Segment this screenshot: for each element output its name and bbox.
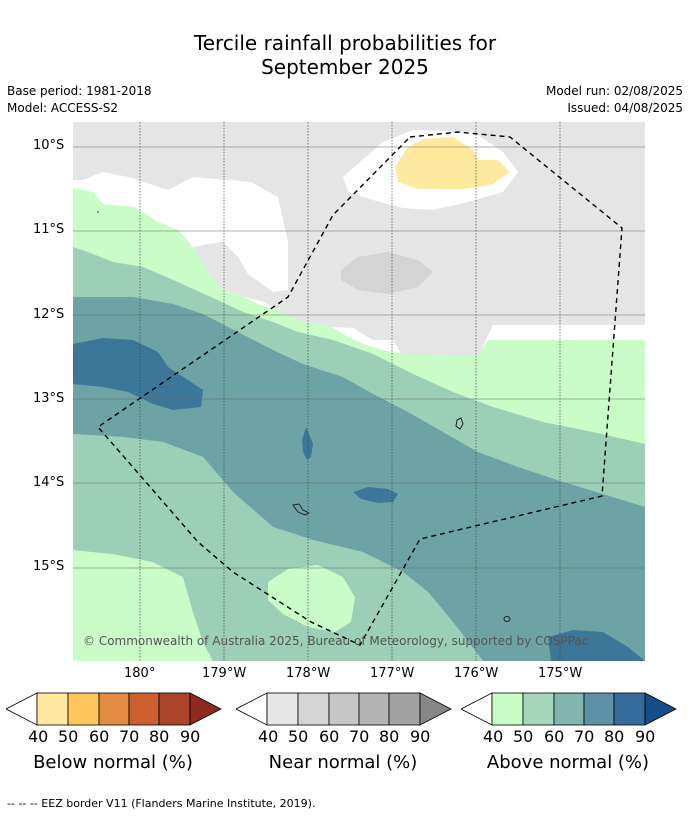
cb-near-tick-50: 50 bbox=[288, 727, 309, 746]
lat-label-13s: 13°S bbox=[33, 391, 65, 406]
base-period: Base period: 1981-2018 bbox=[7, 84, 152, 98]
cb-below-swatch-4 bbox=[128, 692, 160, 726]
cb-above-swatch-1 bbox=[491, 692, 524, 726]
cb-near-label: Near normal (%) bbox=[268, 752, 418, 773]
cb-near-tick-70: 70 bbox=[349, 727, 370, 746]
cb-above-swatch-0 bbox=[460, 692, 493, 726]
cb-near-swatch-1 bbox=[266, 692, 299, 726]
cb-above-swatch-5 bbox=[613, 692, 646, 726]
lon-label-179w: 179°W bbox=[202, 666, 247, 681]
cb-below-tick-70: 70 bbox=[119, 727, 140, 746]
cb-above-tick-40: 40 bbox=[483, 727, 504, 746]
model-run-date: Model run: 02/08/2025 bbox=[545, 84, 683, 98]
cb-below-tick-90: 90 bbox=[180, 727, 201, 746]
cb-near-tick-60: 60 bbox=[319, 727, 340, 746]
cb-below-swatch-0 bbox=[5, 692, 38, 726]
island-4 bbox=[97, 211, 99, 213]
lat-label-14s: 14°S bbox=[33, 475, 65, 490]
near-normal-50-region bbox=[341, 252, 433, 294]
above-normal-40-patch bbox=[268, 565, 355, 632]
cb-near-swatch-5 bbox=[388, 692, 421, 726]
cb-below-tick-40: 40 bbox=[28, 727, 49, 746]
model-name: Model: ACCESS-S2 bbox=[7, 101, 119, 115]
cb-near-swatch-4 bbox=[358, 692, 390, 726]
cb-below-swatch-3 bbox=[98, 692, 130, 726]
cb-near-swatch-0 bbox=[235, 692, 268, 726]
above-normal-70-region bbox=[73, 338, 203, 410]
cb-below-swatch-5 bbox=[158, 692, 191, 726]
above-normal-70-blob-3 bbox=[548, 630, 645, 661]
lon-label-180: 180° bbox=[124, 666, 156, 681]
lon-label-177w: 177°W bbox=[370, 666, 415, 681]
colorbar-near-normal-swatches bbox=[235, 692, 452, 726]
above-normal-60-band bbox=[73, 297, 645, 661]
colorbar-below-normal bbox=[5, 692, 222, 726]
probability-map bbox=[73, 122, 645, 661]
island-3 bbox=[503, 616, 511, 622]
lat-label-11s: 11°S bbox=[33, 222, 65, 237]
lat-label-10s: 10°S bbox=[33, 138, 65, 153]
lon-label-178w: 178°W bbox=[286, 666, 331, 681]
cb-above-tick-70: 70 bbox=[574, 727, 595, 746]
below-normal-40-region bbox=[395, 137, 510, 189]
cb-near-tick-40: 40 bbox=[258, 727, 279, 746]
cb-below-tick-60: 60 bbox=[89, 727, 110, 746]
cb-above-label: Above normal (%) bbox=[486, 752, 650, 773]
cb-above-tick-80: 80 bbox=[604, 727, 625, 746]
copyright-notice: © Commonwealth of Australia 2025, Bureau… bbox=[83, 634, 589, 648]
cb-near-tick-80: 80 bbox=[379, 727, 400, 746]
issued-date: Issued: 04/08/2025 bbox=[567, 101, 683, 115]
cb-near-swatch-3 bbox=[328, 692, 360, 726]
above-normal-70-blob-2 bbox=[353, 487, 398, 503]
cb-above-tick-50: 50 bbox=[513, 727, 534, 746]
lat-gridlines bbox=[73, 146, 645, 569]
above-normal-40-lower bbox=[73, 550, 213, 661]
colorbar-above-normal-swatches bbox=[460, 692, 677, 726]
cb-above-swatch-3 bbox=[553, 692, 585, 726]
above-normal-70-blob-1 bbox=[302, 427, 313, 460]
lon-label-176w: 176°W bbox=[454, 666, 499, 681]
map-title-line1: Tercile rainfall probabilities for bbox=[193, 31, 497, 55]
island-1 bbox=[455, 417, 464, 430]
cb-above-tick-90: 90 bbox=[635, 727, 656, 746]
cb-above-swatch-2 bbox=[522, 692, 555, 726]
island-2 bbox=[292, 503, 311, 516]
colorbar-below-normal-swatches bbox=[5, 692, 222, 726]
cb-above-tick-60: 60 bbox=[544, 727, 565, 746]
colorbar-above-normal bbox=[460, 692, 677, 726]
cb-below-tick-50: 50 bbox=[58, 727, 79, 746]
cb-below-swatch-6 bbox=[189, 692, 222, 726]
cb-below-label: Below normal (%) bbox=[33, 752, 193, 773]
cb-below-swatch-2 bbox=[67, 692, 100, 726]
lon-label-175w: 175°W bbox=[538, 666, 583, 681]
above-normal-50-lower bbox=[73, 434, 483, 661]
lat-label-12s: 12°S bbox=[33, 307, 65, 322]
cb-above-swatch-4 bbox=[583, 692, 615, 726]
cb-above-swatch-6 bbox=[644, 692, 677, 726]
cb-near-swatch-6 bbox=[419, 692, 452, 726]
eez-border bbox=[96, 131, 623, 646]
cb-near-swatch-2 bbox=[297, 692, 330, 726]
lat-label-15s: 15°S bbox=[33, 559, 65, 574]
colorbar-near-normal bbox=[235, 692, 452, 726]
cb-near-tick-90: 90 bbox=[410, 727, 431, 746]
cb-below-tick-80: 80 bbox=[149, 727, 170, 746]
map-title-line2: September 2025 bbox=[261, 55, 429, 79]
eez-footnote: -- -- -- EEZ border V11 (Flanders Marine… bbox=[7, 797, 316, 810]
cb-below-swatch-1 bbox=[36, 692, 69, 726]
